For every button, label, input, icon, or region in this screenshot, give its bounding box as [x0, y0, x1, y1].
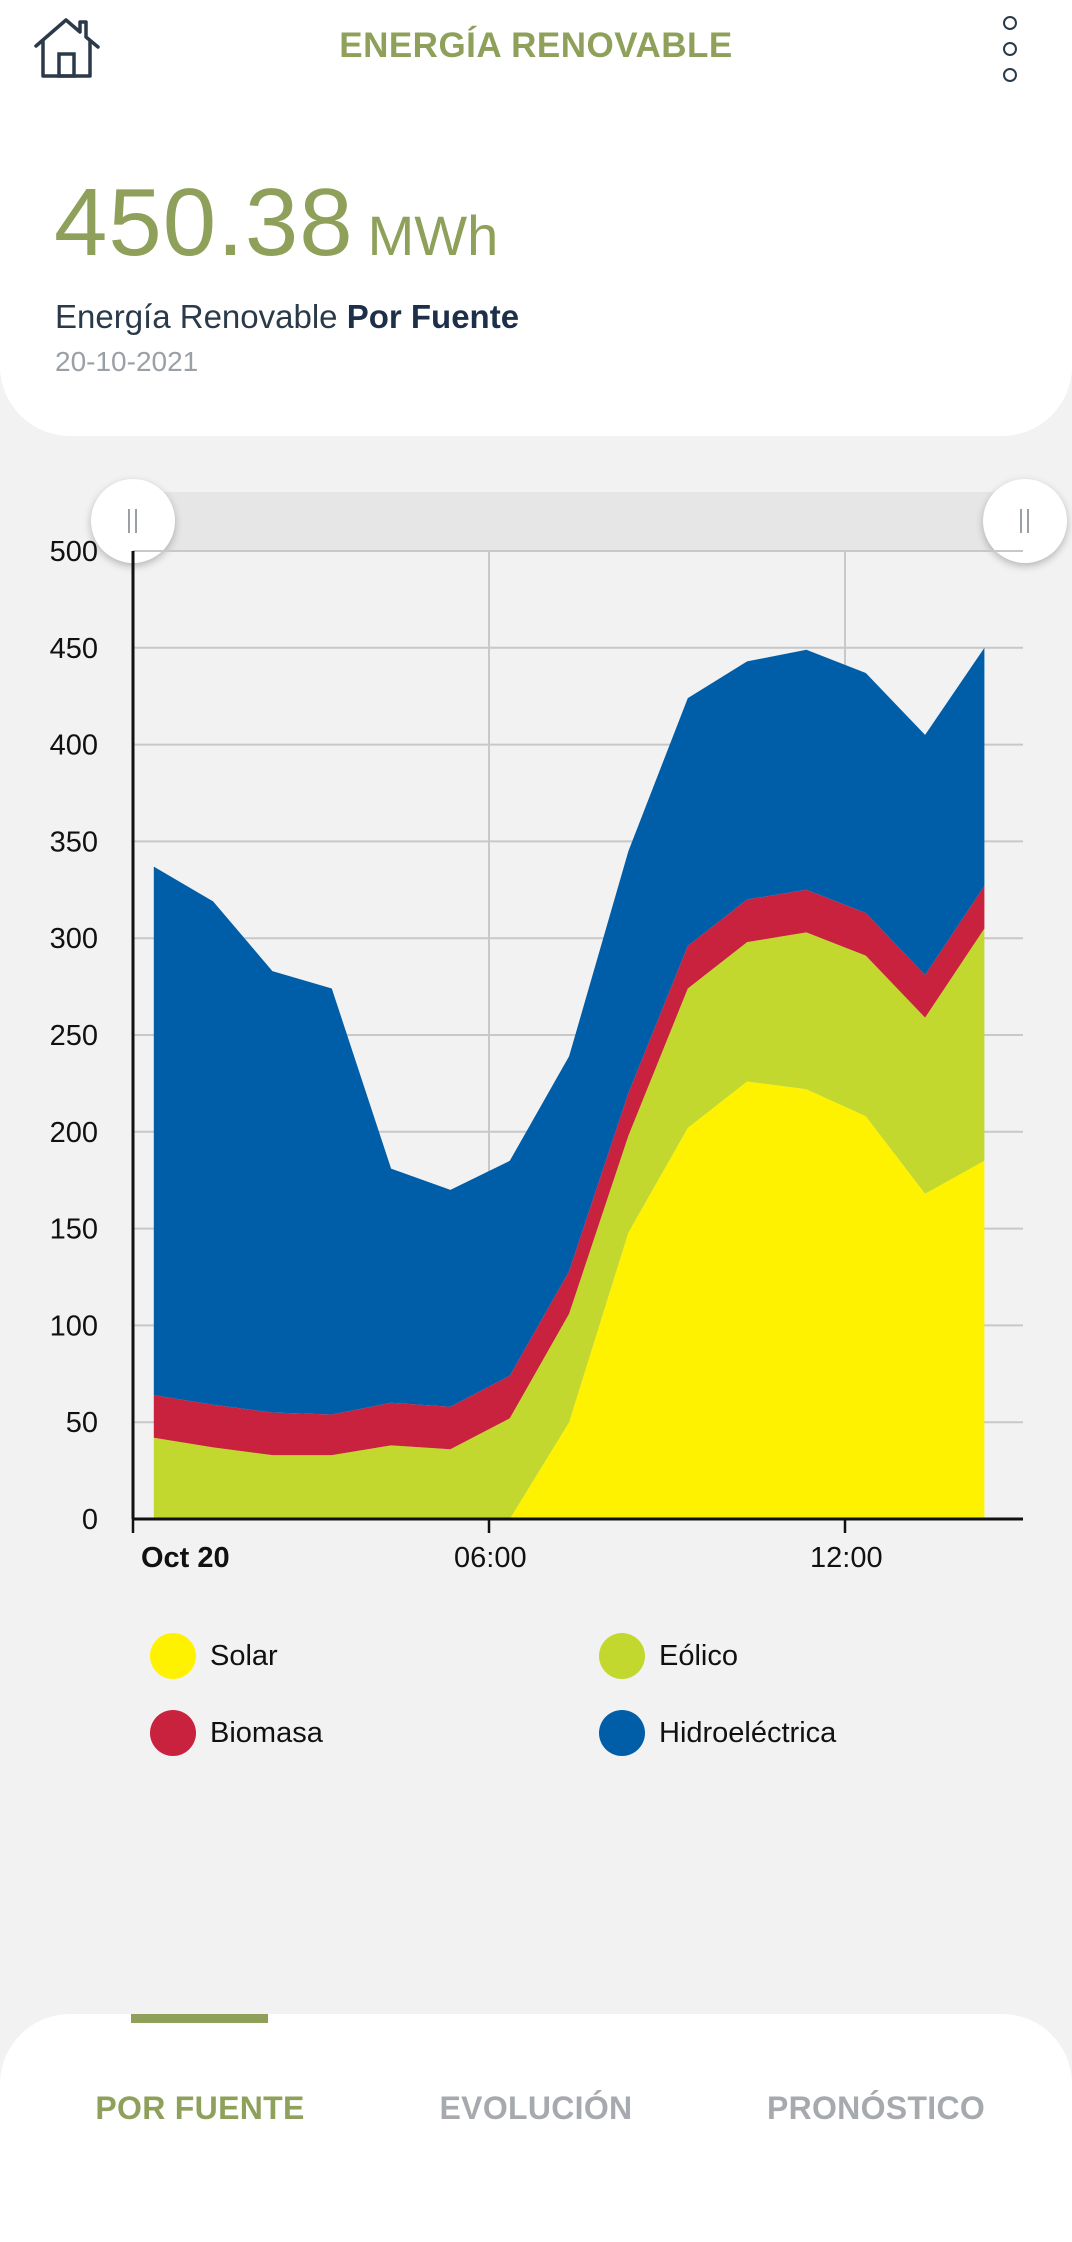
tab-por-fuente[interactable]: POR FUENTE	[95, 2090, 305, 2126]
chart-subtitle: Energía Renovable Por Fuente	[55, 298, 519, 336]
page-title: ENERGÍA RENOVABLE	[339, 26, 733, 65]
more-options-button[interactable]	[990, 12, 1034, 86]
total-value: 450.38	[54, 169, 354, 276]
date-label: 20-10-2021	[55, 346, 199, 377]
legend-item-hidroelectrica[interactable]: Hidroeléctrica	[599, 1709, 836, 1757]
legend-label: Solar	[210, 1639, 278, 1672]
legend-label: Eólico	[659, 1639, 738, 1672]
subtitle-bold: Por Fuente	[346, 298, 520, 335]
y-tick-label: 300	[50, 923, 98, 955]
subtitle-prefix: Energía Renovable	[55, 298, 338, 335]
y-tick-label: 500	[50, 536, 98, 568]
total-energy: 450.38 MWh	[54, 168, 498, 278]
y-tick-label: 100	[50, 1310, 98, 1342]
y-tick-label: 50	[66, 1407, 98, 1439]
tab-evolucion[interactable]: EVOLUCIÓN	[439, 2090, 633, 2126]
area-series-hidroelectrica	[153, 647, 985, 1415]
home-icon	[34, 18, 100, 78]
total-unit: MWh	[367, 204, 499, 267]
summary-card: ENERGÍA RENOVABLE 450.38 MWh Energía Reno…	[0, 0, 1072, 436]
y-tick-label: 150	[50, 1214, 98, 1246]
area-series-eolico	[153, 928, 985, 1519]
y-tick-label: 0	[82, 1504, 98, 1536]
legend-item-biomasa[interactable]: Biomasa	[150, 1709, 323, 1757]
bottom-tab-bar: POR FUENTE EVOLUCIÓN PRONÓSTICO	[0, 2014, 1072, 2242]
legend-swatch	[599, 1633, 645, 1679]
home-button[interactable]	[30, 14, 104, 82]
active-tab-indicator	[131, 2014, 268, 2023]
x-tick-label: 12:00	[810, 1542, 883, 1574]
x-tick-label: Oct 20	[141, 1542, 230, 1574]
tab-pronostico[interactable]: PRONÓSTICO	[766, 2090, 986, 2126]
area-series-solar	[153, 1081, 985, 1519]
legend-item-solar[interactable]: Solar	[150, 1632, 278, 1680]
y-tick-label: 450	[50, 633, 98, 665]
legend-swatch	[599, 1710, 645, 1756]
legend-swatch	[150, 1633, 196, 1679]
range-start-handle[interactable]	[91, 479, 175, 563]
legend-label: Hidroeléctrica	[659, 1716, 837, 1749]
legend-label: Biomasa	[210, 1716, 323, 1749]
range-end-handle[interactable]	[983, 479, 1067, 563]
x-tick-label: 06:00	[454, 1542, 527, 1574]
y-tick-label: 350	[50, 826, 98, 858]
y-tick-label: 200	[50, 1117, 98, 1149]
legend-item-eolico[interactable]: Eólico	[599, 1632, 738, 1680]
stacked-area-chart: 0 50 100 150 200 250 300 350 400 450 500 Oct 20 06:0…	[50, 536, 1023, 1574]
range-slider-track[interactable]	[133, 492, 1023, 550]
y-tick-label: 400	[50, 730, 98, 762]
legend-swatch	[150, 1710, 196, 1756]
y-tick-label: 250	[50, 1020, 98, 1052]
